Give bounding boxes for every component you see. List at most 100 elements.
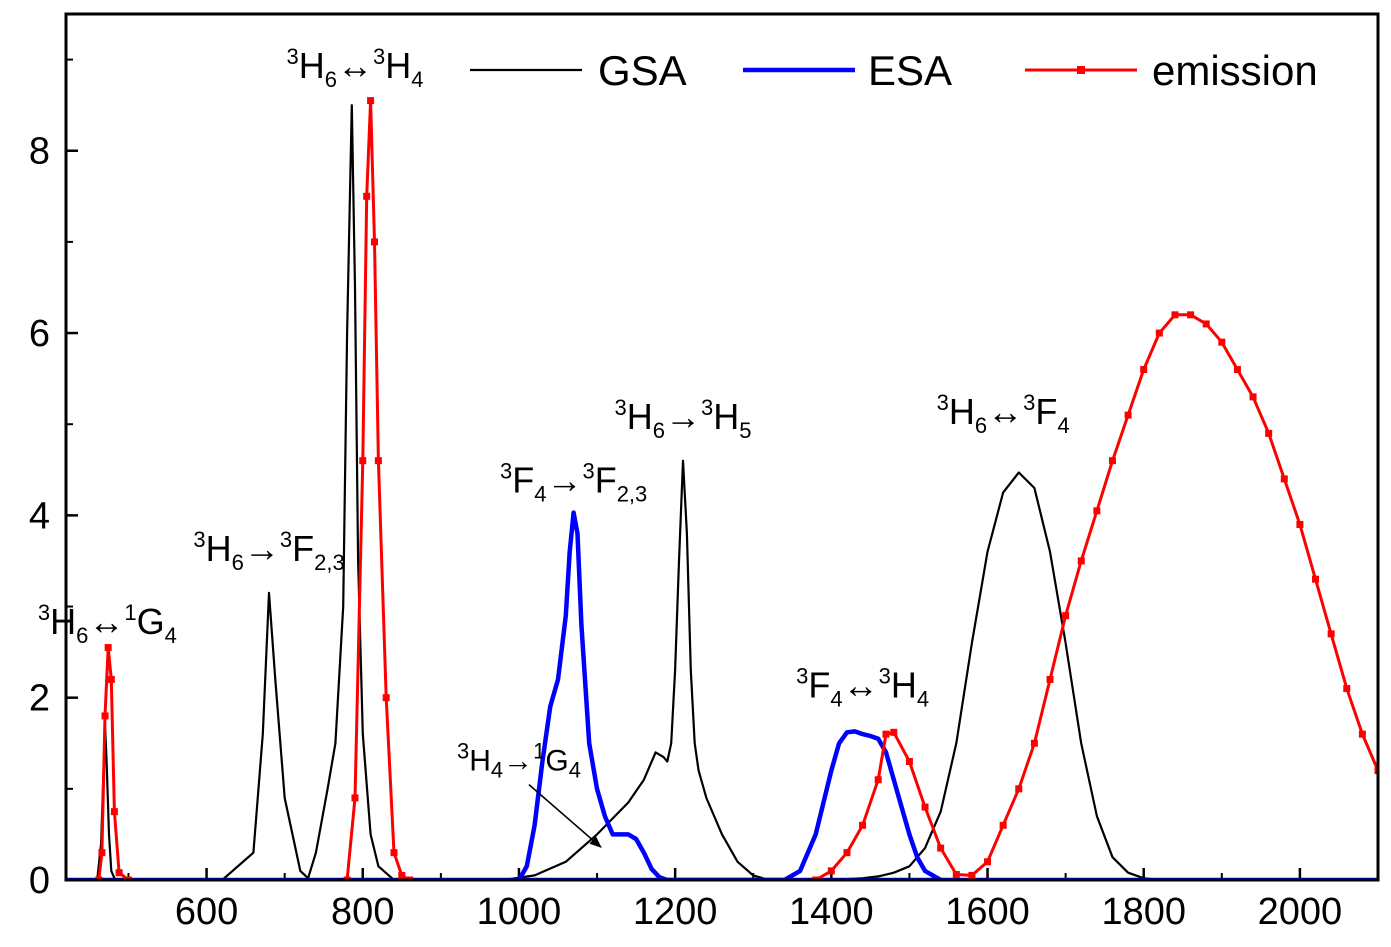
label-part: 2,3 xyxy=(617,482,648,507)
axis-ticks: 600 800 1000 1200 1400 1600 1800 2000 0 2 4 6 8 xyxy=(29,58,1379,933)
series-GSA xyxy=(66,104,1378,880)
data-point xyxy=(1030,739,1038,747)
label-part: → xyxy=(665,396,701,437)
y-tick-label: 2 xyxy=(29,678,50,720)
x-tick-label: 800 xyxy=(331,891,394,933)
transition-label: 3H6↔3F4 xyxy=(937,390,1070,438)
label-part: H xyxy=(469,745,491,778)
label-part: 3 xyxy=(38,600,50,625)
data-point xyxy=(882,730,890,738)
x-tick-label: 2000 xyxy=(1258,891,1343,933)
data-point xyxy=(343,876,351,880)
data-point xyxy=(984,858,992,866)
data-point xyxy=(952,871,960,879)
data-point xyxy=(367,97,375,105)
data-point xyxy=(890,728,898,736)
label-part: 3 xyxy=(457,739,469,764)
label-part: 6 xyxy=(325,67,337,92)
label-part: 3 xyxy=(796,664,808,689)
series-emission xyxy=(66,97,1378,880)
data-point xyxy=(1265,429,1273,437)
label-part: ↔ xyxy=(88,601,124,642)
data-point xyxy=(1358,730,1366,738)
data-point xyxy=(110,808,118,816)
label-part: 3 xyxy=(286,44,298,69)
legend: GSA ESA emission xyxy=(470,47,1318,94)
label-part: H xyxy=(206,528,232,569)
label-part: 3 xyxy=(582,459,594,484)
label-part: 3 xyxy=(373,44,385,69)
annotation-arrow xyxy=(528,784,602,848)
data-point xyxy=(827,867,835,875)
label-part: 6 xyxy=(76,623,88,648)
transition-label: 3H4→1G4 xyxy=(457,739,581,783)
label-part: H xyxy=(713,396,739,437)
label-part: ↔ xyxy=(843,665,879,706)
data-point xyxy=(104,644,112,652)
data-point xyxy=(1312,575,1320,583)
x-tick-label: 1800 xyxy=(1101,891,1186,933)
data-point xyxy=(1202,320,1210,328)
data-point xyxy=(1124,411,1132,419)
label-part: 3 xyxy=(937,390,949,415)
label-part: 3 xyxy=(193,527,205,552)
plot-frame xyxy=(64,12,1380,882)
label-part: G xyxy=(545,745,568,778)
label-part: 4 xyxy=(917,687,929,712)
series-line-GSA xyxy=(96,104,1160,880)
data-point xyxy=(905,757,913,765)
label-part: 4 xyxy=(534,482,546,507)
label-part: F xyxy=(292,528,314,569)
data-point xyxy=(115,869,123,877)
label-part: → xyxy=(546,460,582,501)
label-part: F xyxy=(512,460,534,501)
label-part: 3 xyxy=(280,527,292,552)
legend-marker xyxy=(1077,66,1085,74)
y-tick-label: 0 xyxy=(29,860,50,902)
label-part: 4 xyxy=(1057,413,1069,438)
data-point xyxy=(1108,457,1116,465)
label-part: 3 xyxy=(879,664,891,689)
label-part: H xyxy=(385,45,411,86)
data-point xyxy=(95,876,103,880)
x-tick-label: 1400 xyxy=(789,891,874,933)
data-point xyxy=(1327,630,1335,638)
data-point xyxy=(968,871,976,879)
transition-label: 3F4→3F2,3 xyxy=(500,459,647,507)
data-point xyxy=(1187,311,1195,319)
series-line-emission xyxy=(97,99,1378,880)
data-point xyxy=(374,457,382,465)
data-point xyxy=(1171,311,1179,319)
label-part: 4 xyxy=(569,758,581,783)
data-point xyxy=(999,821,1007,829)
label-part: 2,3 xyxy=(314,550,345,575)
x-tick-label: 1200 xyxy=(633,891,718,933)
transition-label: 3H6↔3H4 xyxy=(286,44,423,92)
label-part: H xyxy=(50,601,76,642)
x-tick-label: 1000 xyxy=(477,891,562,933)
data-point xyxy=(1077,557,1085,565)
data-point xyxy=(1249,393,1257,401)
transition-label: 3H6↔1G4 xyxy=(38,600,177,648)
data-point xyxy=(874,776,882,784)
label-part: → xyxy=(244,528,280,569)
data-point xyxy=(1155,329,1163,337)
data-point xyxy=(1093,507,1101,515)
data-point xyxy=(1218,338,1226,346)
data-point xyxy=(382,694,390,702)
label-part: F xyxy=(808,665,830,706)
data-point xyxy=(1374,767,1378,775)
legend-label-ESA: ESA xyxy=(868,47,952,94)
legend-label-emission: emission xyxy=(1152,47,1318,94)
data-point xyxy=(101,712,109,720)
data-point xyxy=(859,821,867,829)
label-part: H xyxy=(949,391,975,432)
label-part: 5 xyxy=(739,418,751,443)
data-point xyxy=(124,876,132,880)
data-point xyxy=(1280,475,1288,483)
label-part: H xyxy=(891,665,917,706)
transition-label: 3F4↔3H4 xyxy=(796,664,929,712)
label-part: 3 xyxy=(500,459,512,484)
label-part: 1 xyxy=(533,739,545,764)
